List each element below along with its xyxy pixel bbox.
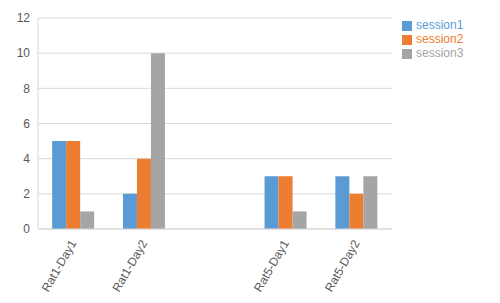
svg-text:0: 0 <box>23 222 30 236</box>
svg-text:Rat1-Day2: Rat1-Day2 <box>109 237 150 294</box>
svg-text:6: 6 <box>23 117 30 131</box>
html-text:session2: session2 <box>416 32 464 46</box>
html-text:session3: session3 <box>416 46 464 60</box>
svg-text:Rat1-Day1: Rat1-Day1 <box>39 237 80 294</box>
svg-text:Rat5-Day2: Rat5-Day2 <box>322 237 363 294</box>
html-text:session1: session1 <box>416 18 464 32</box>
svg-text:4: 4 <box>23 152 30 166</box>
svg-text:2: 2 <box>23 187 30 201</box>
svg-text:12: 12 <box>17 11 31 25</box>
svg-text:8: 8 <box>23 82 30 96</box>
svg-text:10: 10 <box>17 46 31 60</box>
svg-text:Rat5-Day1: Rat5-Day1 <box>251 237 292 294</box>
